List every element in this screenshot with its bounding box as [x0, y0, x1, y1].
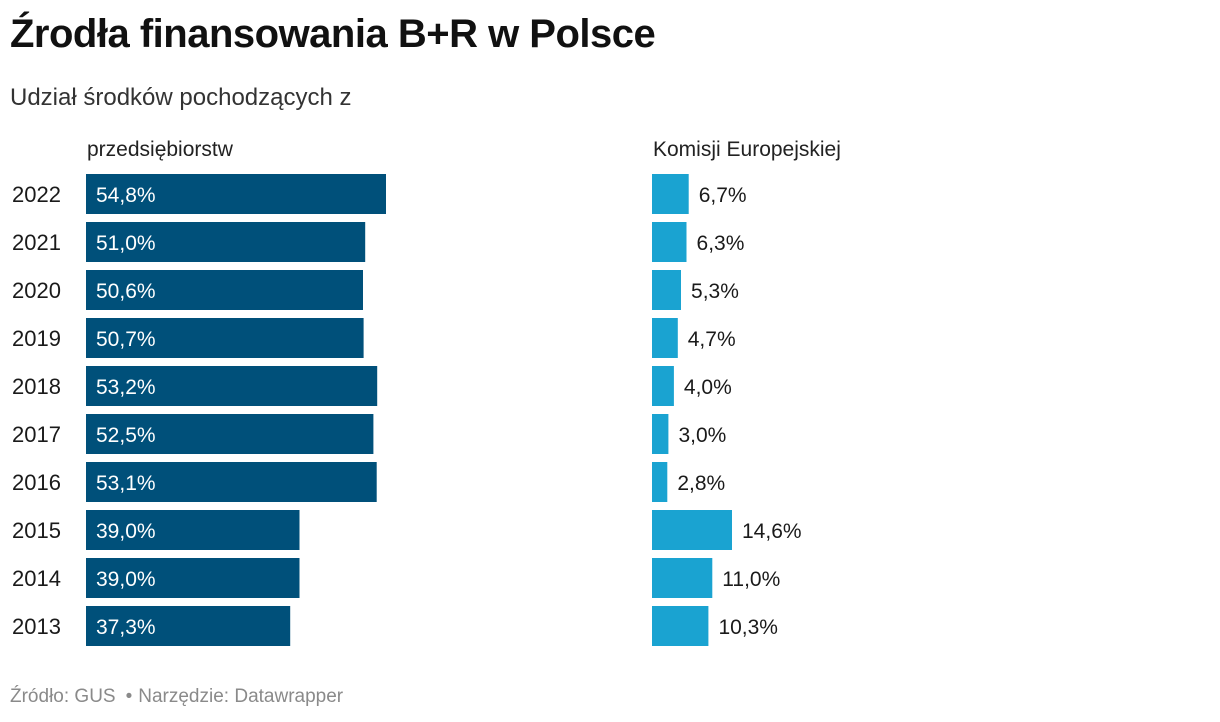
bar-przedsiebiorstw — [86, 174, 386, 214]
year-label: 2017 — [12, 422, 61, 447]
value-label-komisja: 5,3% — [691, 280, 739, 303]
value-label-przedsiebiorstw: 52,5% — [96, 424, 156, 447]
value-label-przedsiebiorstw: 39,0% — [96, 568, 156, 591]
year-label: 2021 — [12, 230, 61, 255]
panel-title-przedsiebiorstw: przedsiębiorstw — [87, 138, 233, 161]
value-label-przedsiebiorstw: 50,6% — [96, 280, 156, 303]
bar-komisja — [652, 414, 669, 454]
value-label-komisja: 4,7% — [688, 328, 736, 351]
value-label-przedsiebiorstw: 51,0% — [96, 232, 156, 255]
source-note: Źródło: GUS — [10, 686, 116, 707]
bar-komisja — [652, 366, 674, 406]
year-label: 2020 — [12, 278, 61, 303]
bar-przedsiebiorstw — [86, 462, 377, 502]
bar-przedsiebiorstw — [86, 414, 374, 454]
bar-komisja — [652, 462, 668, 502]
bar-przedsiebiorstw — [86, 318, 364, 358]
chart-subtitle: Udział środków pochodzących z — [10, 84, 352, 111]
value-label-komisja: 4,0% — [684, 376, 732, 399]
bar-przedsiebiorstw — [86, 366, 378, 406]
bar-komisja — [652, 510, 732, 550]
year-label: 2016 — [12, 470, 61, 495]
value-label-przedsiebiorstw: 53,1% — [96, 472, 156, 495]
bar-przedsiebiorstw — [86, 510, 300, 550]
tool-note: Narzędzie: Datawrapper — [138, 686, 344, 707]
bar-komisja — [652, 318, 678, 358]
bar-komisja — [652, 558, 713, 598]
bar-przedsiebiorstw — [86, 222, 366, 262]
panel-title-komisji-europejskiej: Komisji Europejskiej — [653, 138, 841, 161]
footer-separator: • — [125, 686, 133, 707]
value-label-przedsiebiorstw: 37,3% — [96, 616, 156, 639]
value-label-komisja: 6,7% — [699, 184, 747, 207]
chart-footer: Źródło: GUS • Narzędzie: Datawrapper — [10, 686, 343, 708]
year-label: 2013 — [12, 614, 61, 639]
value-label-przedsiebiorstw: 54,8% — [96, 184, 156, 207]
bar-komisja — [652, 270, 681, 310]
value-label-komisja: 6,3% — [697, 232, 745, 255]
chart-title: Źrodła finansowania B+R w Polsce — [10, 12, 656, 56]
bar-komisja — [652, 174, 689, 214]
bar-przedsiebiorstw — [86, 270, 363, 310]
bar-przedsiebiorstw — [86, 558, 300, 598]
value-label-przedsiebiorstw: 50,7% — [96, 328, 156, 351]
year-label: 2022 — [12, 182, 61, 207]
year-label: 2019 — [12, 326, 61, 351]
year-label: 2014 — [12, 566, 61, 591]
value-label-komisja: 3,0% — [678, 424, 726, 447]
year-label: 2018 — [12, 374, 61, 399]
value-label-komisja: 10,3% — [718, 616, 778, 639]
value-label-przedsiebiorstw: 53,2% — [96, 376, 156, 399]
bar-komisja — [652, 606, 709, 646]
value-label-komisja: 14,6% — [742, 520, 802, 543]
bar-przedsiebiorstw — [86, 606, 291, 646]
value-label-przedsiebiorstw: 39,0% — [96, 520, 156, 543]
bar-komisja — [652, 222, 687, 262]
value-label-komisja: 11,0% — [722, 568, 780, 591]
year-label: 2015 — [12, 518, 61, 543]
value-label-komisja: 2,8% — [677, 472, 725, 495]
